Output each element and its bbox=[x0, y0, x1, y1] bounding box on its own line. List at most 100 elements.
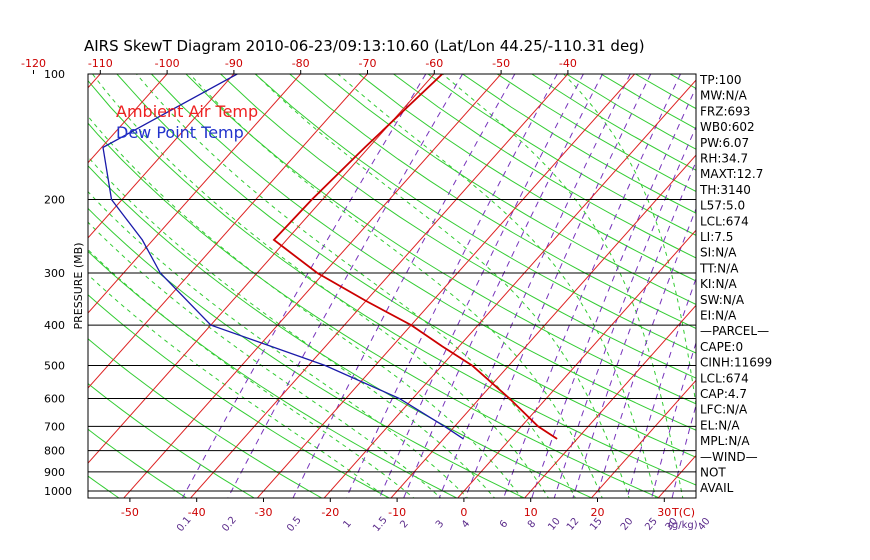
index-label: MPL:N/A bbox=[700, 434, 750, 448]
pressure-tick-label: 500 bbox=[44, 360, 65, 373]
top-temp-tick-label: -120 bbox=[21, 57, 46, 70]
bottom-temp-tick-label: 10 bbox=[524, 506, 538, 519]
dry-adiabat-line bbox=[254, 74, 696, 354]
pressure-tick-label: 100 bbox=[44, 68, 65, 81]
top-temp-tick-label: -40 bbox=[559, 57, 577, 70]
moist-adiabat-line bbox=[88, 221, 442, 498]
mixing-ratio-tick-label: 2 bbox=[398, 518, 411, 530]
dry-adiabat-line bbox=[427, 74, 696, 236]
pressure-tick-label: 800 bbox=[44, 445, 65, 458]
top-temp-tick-label: -70 bbox=[359, 57, 377, 70]
index-label: NOT bbox=[700, 466, 726, 480]
plot-frame bbox=[87, 73, 697, 499]
dry-adiabat-line bbox=[843, 74, 870, 502]
dry-adiabat-line bbox=[496, 74, 696, 193]
index-label: MW:N/A bbox=[700, 89, 748, 103]
index-label: AVAIL bbox=[700, 481, 734, 495]
isotherm-line bbox=[390, 154, 696, 498]
dry-adiabat-line bbox=[358, 74, 696, 282]
index-label: TH:3140 bbox=[699, 183, 751, 197]
sounding-series bbox=[102, 74, 558, 440]
mixing-ratio-line bbox=[292, 74, 516, 498]
isotherm-line bbox=[783, 55, 870, 508]
mixing-ratio-tick-label: 8 bbox=[526, 518, 539, 530]
mixing-ratio-tick-label: 1.5 bbox=[371, 515, 390, 534]
index-label: CINH:11699 bbox=[700, 356, 772, 370]
dry-adiabat-line bbox=[774, 74, 870, 502]
dry-adiabat-line bbox=[739, 74, 870, 502]
moist-adiabat-line bbox=[189, 74, 603, 498]
isotherm-line bbox=[523, 304, 696, 498]
dry-adiabat-line bbox=[185, 74, 696, 405]
index-label: WB0:602 bbox=[700, 120, 755, 134]
dry-adiabat-line bbox=[808, 74, 870, 502]
index-label: —WIND— bbox=[700, 450, 758, 464]
top-temp-tick-label: -90 bbox=[225, 57, 243, 70]
index-label: SW:N/A bbox=[700, 293, 745, 307]
dry-adiabat-line bbox=[289, 74, 696, 330]
moist-adiabat-line bbox=[337, 74, 657, 498]
index-label: CAPE:0 bbox=[700, 340, 743, 354]
bottom-axis-label: T(C) bbox=[671, 506, 695, 519]
isotherm-line bbox=[849, 55, 870, 508]
index-label: —PARCEL— bbox=[700, 324, 769, 338]
bottom-temp-tick-label: -30 bbox=[255, 506, 273, 519]
mixing-ratio-line bbox=[553, 125, 696, 498]
top-temp-tick-label: -50 bbox=[492, 57, 510, 70]
mixing-ratio-tick-label: 1 bbox=[341, 518, 354, 530]
mixing-ratio-tick-label: 20 bbox=[619, 516, 636, 533]
dry-adiabat-line bbox=[151, 74, 696, 431]
mixing-ratio-line bbox=[464, 74, 652, 498]
bottom-temp-tick-label: -40 bbox=[188, 506, 206, 519]
mixing-ratio-tick-label: 10 bbox=[546, 516, 563, 533]
isotherm-line bbox=[256, 74, 636, 498]
mixing-ratio-tick-label: 0.5 bbox=[285, 515, 304, 534]
bottom-temp-tick-label: -10 bbox=[388, 506, 406, 519]
isotherm-line bbox=[657, 454, 696, 498]
isotherm-line bbox=[88, 74, 101, 89]
moist-adiabat-line bbox=[88, 248, 415, 498]
dry-adiabat-line bbox=[0, 74, 56, 502]
bottom-temp-tick-label: 0 bbox=[460, 506, 467, 519]
index-label: EL:N/A bbox=[700, 418, 740, 432]
mixing-ratio-tick-label: 6 bbox=[498, 518, 511, 530]
isotherm-line bbox=[323, 79, 696, 498]
index-label: KI:N/A bbox=[700, 277, 737, 291]
pressure-tick-label: 700 bbox=[44, 420, 65, 433]
moist-adiabat-line bbox=[88, 190, 469, 498]
top-temp-tick-label: -80 bbox=[292, 57, 310, 70]
isotherm-line bbox=[0, 55, 50, 508]
mixing-ratio-tick-label: 12 bbox=[565, 516, 582, 533]
mixing-ratio-tick-label: 40 bbox=[696, 516, 713, 533]
bottom-temp-tick-label: 20 bbox=[591, 506, 605, 519]
legend-ambient-air-temp: Ambient Air Temp bbox=[116, 102, 258, 121]
bottom-temp-tick-label: -50 bbox=[121, 506, 139, 519]
dew-point-temp-line bbox=[102, 74, 464, 440]
isotherm-line bbox=[590, 379, 696, 498]
pressure-tick-label: 1000 bbox=[44, 485, 72, 498]
moist-adiabat-line bbox=[563, 74, 696, 408]
isotherm-line bbox=[189, 74, 569, 498]
dry-adiabat-line bbox=[220, 74, 696, 379]
index-label: TT:N/A bbox=[699, 261, 739, 275]
top-temp-tick-label: -110 bbox=[88, 57, 113, 70]
mixing-ratio-tick-label: 4 bbox=[460, 518, 473, 530]
isotherms bbox=[0, 55, 870, 508]
chart-title: AIRS SkewT Diagram 2010-06-23/09:13:10.6… bbox=[84, 37, 645, 55]
dry-adiabat-line bbox=[116, 74, 696, 458]
bottom-temp-tick-label: -20 bbox=[321, 506, 339, 519]
moist-adiabat-line bbox=[92, 74, 550, 498]
pressure-tick-label: 300 bbox=[44, 267, 65, 280]
mixing-ratio-tick-label: 0.2 bbox=[220, 515, 239, 534]
mixing-ratio-unit-label: (g/kg) bbox=[668, 520, 698, 531]
isotherm-line bbox=[123, 74, 502, 498]
pressure-tick-label: 200 bbox=[44, 194, 65, 207]
index-label: SI:N/A bbox=[700, 246, 737, 260]
isotherm-line bbox=[88, 74, 235, 239]
isotherm-line bbox=[457, 229, 696, 498]
index-label: LCL:674 bbox=[700, 371, 749, 385]
top-temp-tick-label: -60 bbox=[425, 57, 443, 70]
mixing-ratio-line bbox=[572, 160, 696, 498]
